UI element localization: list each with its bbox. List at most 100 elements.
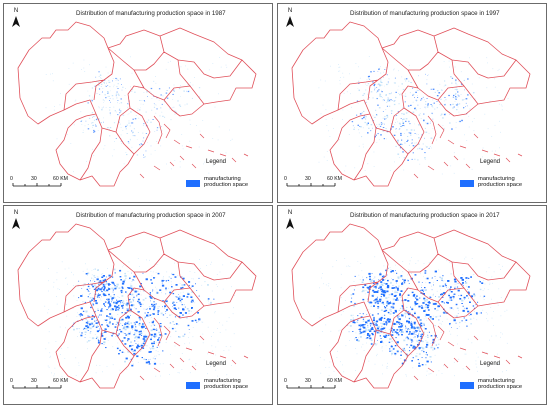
production-space-point	[463, 285, 464, 286]
production-space-point	[107, 325, 110, 328]
production-space-point	[362, 320, 365, 322]
production-space-point	[393, 69, 394, 71]
production-space-point	[126, 333, 128, 335]
production-space-point	[210, 263, 212, 265]
production-space-point	[362, 276, 363, 278]
production-space-point	[457, 94, 459, 96]
production-space-point	[151, 282, 153, 284]
production-space-point	[116, 321, 117, 323]
production-space-point	[84, 301, 86, 303]
production-space-point	[89, 322, 91, 324]
production-space-point	[386, 114, 389, 117]
production-space-point	[178, 298, 180, 300]
production-space-point	[120, 123, 121, 125]
production-space-point	[342, 119, 343, 120]
production-space-point	[140, 290, 141, 292]
production-space-point	[107, 316, 109, 317]
production-space-point	[99, 283, 101, 285]
production-space-point	[126, 302, 129, 305]
production-space-point	[440, 289, 441, 291]
production-space-point	[101, 296, 102, 298]
production-space-point	[390, 123, 393, 125]
production-space-point	[403, 279, 406, 282]
production-space-point	[67, 347, 69, 349]
production-space-point	[202, 333, 204, 335]
production-space-point	[78, 328, 80, 330]
production-space-point	[400, 290, 401, 292]
production-space-point	[136, 344, 139, 346]
production-space-point	[162, 277, 164, 279]
production-space-point	[413, 345, 415, 348]
production-space-point	[147, 96, 148, 97]
production-space-point	[152, 305, 154, 307]
production-space-point	[464, 89, 465, 91]
production-space-point	[338, 64, 339, 65]
production-space-point	[391, 329, 393, 331]
production-space-point	[404, 101, 406, 103]
production-space-point	[122, 349, 124, 351]
production-space-point	[354, 275, 356, 277]
production-space-point	[85, 120, 87, 122]
production-space-point	[134, 334, 136, 335]
production-space-point	[488, 303, 490, 305]
production-space-point	[373, 151, 375, 153]
production-space-point	[92, 126, 93, 128]
production-space-point	[478, 312, 480, 314]
production-space-point	[386, 319, 389, 321]
production-space-point	[381, 289, 384, 292]
production-space-point	[470, 323, 472, 325]
production-space-point	[358, 329, 360, 330]
production-space-point	[393, 287, 396, 289]
production-space-point	[397, 141, 399, 143]
production-space-point	[413, 333, 415, 335]
map-canvas	[17, 223, 257, 389]
scale-tick-label: 60 KM	[53, 378, 68, 384]
production-space-point	[132, 345, 134, 347]
production-space-point	[94, 277, 96, 278]
production-space-point	[111, 301, 112, 303]
production-space-point	[228, 349, 230, 351]
production-space-point	[472, 121, 473, 123]
production-space-point	[102, 273, 104, 274]
production-space-point	[98, 71, 100, 73]
production-space-point	[432, 113, 434, 115]
production-space-point	[138, 330, 141, 333]
production-space-point	[134, 280, 135, 281]
production-space-point	[468, 64, 470, 66]
production-space-point	[87, 90, 89, 92]
production-space-point	[95, 119, 98, 121]
production-space-point	[431, 277, 433, 279]
production-space-point	[181, 353, 183, 354]
production-space-point	[141, 324, 144, 327]
production-space-point	[66, 304, 67, 305]
production-space-point	[131, 280, 133, 282]
production-space-point	[107, 127, 109, 129]
production-space-point	[151, 98, 153, 99]
production-space-point	[91, 315, 94, 317]
production-space-point	[430, 346, 433, 349]
production-space-point	[401, 324, 403, 326]
production-space-point	[116, 301, 118, 303]
production-space-point	[457, 103, 459, 105]
production-space-point	[134, 332, 136, 334]
production-space-point	[187, 84, 189, 86]
production-space-point	[182, 148, 184, 150]
legend-swatch	[460, 180, 474, 187]
production-space-point	[439, 322, 441, 324]
production-space-point	[458, 80, 460, 82]
production-space-point	[437, 280, 438, 281]
production-space-point	[103, 81, 104, 83]
production-space-point	[453, 361, 455, 363]
production-space-point	[414, 133, 416, 134]
production-space-point	[356, 321, 359, 323]
production-space-point	[66, 134, 68, 136]
production-space-point	[439, 285, 442, 288]
production-space-point	[73, 124, 75, 126]
production-space-point	[156, 129, 158, 131]
production-space-point	[164, 101, 166, 103]
production-space-point	[108, 81, 111, 83]
production-space-point	[412, 111, 415, 113]
production-space-point	[383, 265, 385, 267]
production-space-point	[97, 310, 99, 311]
production-space-point	[117, 321, 119, 323]
